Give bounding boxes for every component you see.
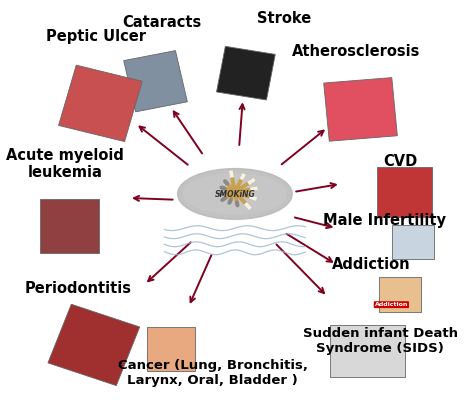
Polygon shape — [124, 50, 187, 112]
Polygon shape — [59, 65, 142, 141]
Polygon shape — [379, 278, 421, 312]
Polygon shape — [377, 167, 432, 217]
Text: Sudden infant Death
Syndrome (SIDS): Sudden infant Death Syndrome (SIDS) — [303, 327, 458, 355]
Text: Male Infertility: Male Infertility — [323, 213, 447, 227]
Text: Cancer (Lung, Bronchitis,
Larynx, Oral, Bladder ): Cancer (Lung, Bronchitis, Larynx, Oral, … — [118, 359, 308, 387]
Text: SMOKiNG: SMOKiNG — [215, 190, 255, 199]
Text: Cataracts: Cataracts — [122, 15, 202, 30]
Polygon shape — [329, 325, 405, 377]
Text: CVD: CVD — [383, 154, 417, 169]
Polygon shape — [40, 199, 100, 253]
Polygon shape — [147, 327, 195, 371]
Ellipse shape — [183, 174, 286, 214]
Polygon shape — [324, 78, 397, 141]
Polygon shape — [217, 46, 275, 100]
Polygon shape — [392, 225, 434, 259]
Polygon shape — [48, 304, 140, 385]
Text: Periodontitis: Periodontitis — [25, 281, 132, 296]
Text: Stroke: Stroke — [257, 11, 311, 26]
Text: Acute myeloid
leukemia: Acute myeloid leukemia — [6, 147, 124, 180]
Ellipse shape — [178, 168, 292, 219]
Text: Addiction: Addiction — [332, 257, 411, 272]
Text: Peptic Ulcer: Peptic Ulcer — [46, 29, 146, 44]
Text: Atherosclerosis: Atherosclerosis — [292, 44, 420, 59]
Text: Addiction: Addiction — [375, 302, 408, 307]
